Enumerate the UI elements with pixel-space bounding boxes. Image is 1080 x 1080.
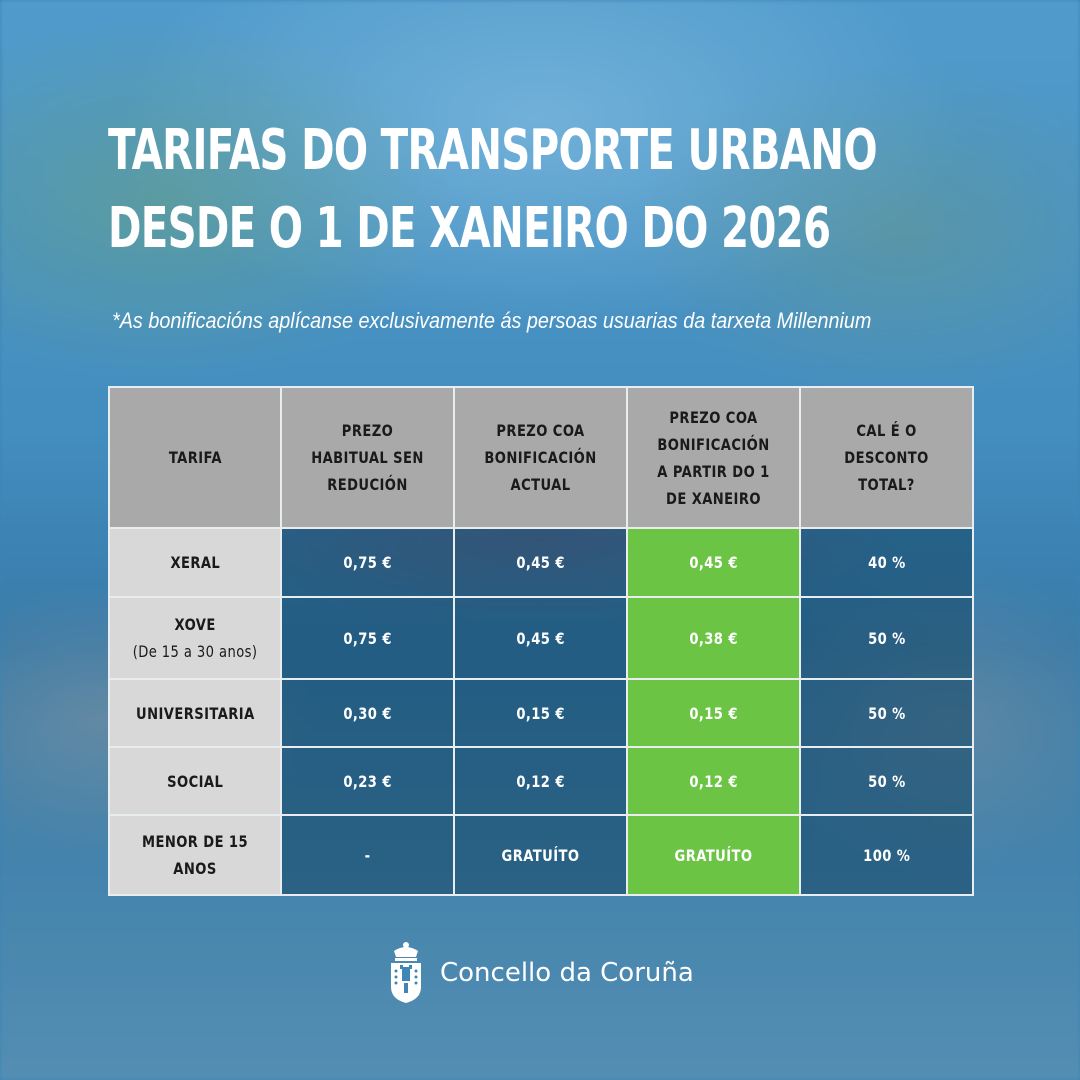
regular-price-cell: 0,75 € <box>280 527 455 598</box>
page-title: TARIFAS DO TRANSPORTE URBANO DESDE O 1 D… <box>108 112 878 268</box>
discount-cell: 100 % <box>799 814 974 896</box>
title-line-2: DESDE O 1 DE XANEIRO DO 2026 <box>108 196 831 261</box>
header-regular-price: PREZO HABITUAL SEN REDUCIÓN <box>280 386 455 529</box>
header-current-price: PREZO COA BONIFICACIÓN ACTUAL <box>453 386 628 529</box>
fares-table: TARIFA PREZO HABITUAL SEN REDUCIÓN PREZO… <box>108 386 974 896</box>
new-price-cell: GRATUÍTO <box>626 814 801 896</box>
table-header-row: TARIFA PREZO HABITUAL SEN REDUCIÓN PREZO… <box>108 386 974 529</box>
table-row: XOVE (De 15 a 30 anos) 0,75 € 0,45 € 0,3… <box>108 596 974 680</box>
fare-name-cell: XERAL <box>108 527 282 598</box>
new-price-cell: 0,38 € <box>626 596 801 680</box>
new-price-cell: 0,12 € <box>626 746 801 816</box>
current-price-cell: 0,12 € <box>453 746 628 816</box>
fare-name-cell: UNIVERSITARIA <box>108 678 282 748</box>
fare-name-sub: (De 15 a 30 anos) <box>132 642 258 661</box>
current-price-cell: 0,15 € <box>453 678 628 748</box>
title-line-1: TARIFAS DO TRANSPORTE URBANO <box>108 118 878 183</box>
table-row: MENOR DE 15 ANOS - GRATUÍTO GRATUÍTO 100… <box>108 814 974 896</box>
fare-name-cell: MENOR DE 15 ANOS <box>108 814 282 896</box>
regular-price-cell: - <box>280 814 455 896</box>
coat-of-arms-icon <box>391 942 421 1003</box>
header-total-discount: CAL É O DESCONTO TOTAL? <box>799 386 974 529</box>
header-tarifa: TARIFA <box>108 386 282 529</box>
millennium-note: *As bonificacións aplícanse exclusivamen… <box>112 308 872 333</box>
discount-cell: 40 % <box>799 527 974 598</box>
discount-cell: 50 % <box>799 678 974 748</box>
org-name: Concello da Coruña <box>440 958 694 988</box>
regular-price-cell: 0,30 € <box>280 678 455 748</box>
fare-name-cell: SOCIAL <box>108 746 282 816</box>
concello-logo: Concello da Coruña <box>386 938 694 1008</box>
regular-price-cell: 0,23 € <box>280 746 455 816</box>
discount-cell: 50 % <box>799 746 974 816</box>
new-price-cell: 0,45 € <box>626 527 801 598</box>
current-price-cell: GRATUÍTO <box>453 814 628 896</box>
table-row: UNIVERSITARIA 0,30 € 0,15 € 0,15 € 50 % <box>108 678 974 748</box>
current-price-cell: 0,45 € <box>453 596 628 680</box>
header-new-price: PREZO COA BONIFICACIÓN A PARTIR DO 1 DE … <box>626 386 801 529</box>
regular-price-cell: 0,75 € <box>280 596 455 680</box>
current-price-cell: 0,45 € <box>453 527 628 598</box>
fare-name-cell: XOVE (De 15 a 30 anos) <box>108 596 282 680</box>
discount-cell: 50 % <box>799 596 974 680</box>
table-row: SOCIAL 0,23 € 0,12 € 0,12 € 50 % <box>108 746 974 816</box>
table-row: XERAL 0,75 € 0,45 € 0,45 € 40 % <box>108 527 974 598</box>
new-price-cell: 0,15 € <box>626 678 801 748</box>
